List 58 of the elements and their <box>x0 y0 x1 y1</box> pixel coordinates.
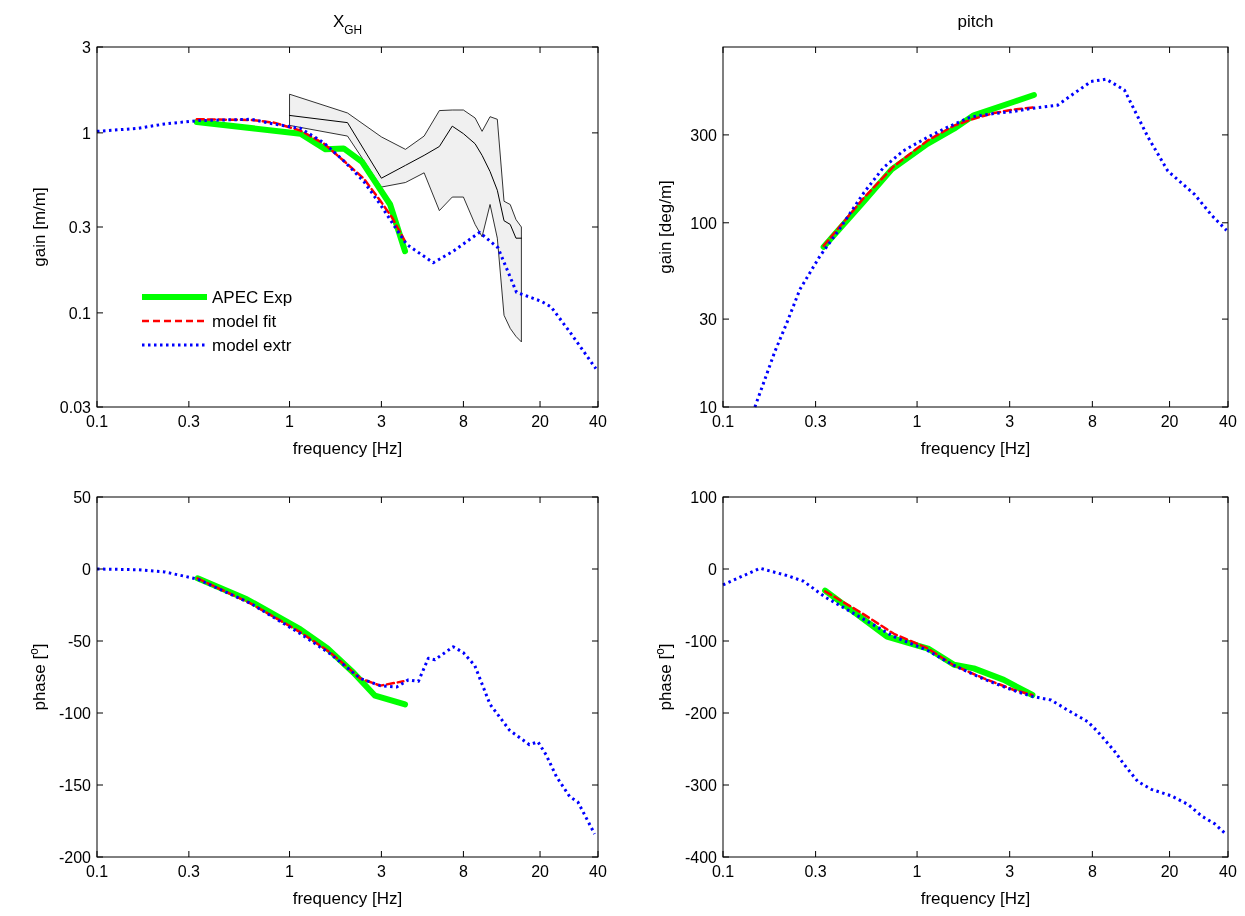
y-tick-label: -150 <box>58 777 92 794</box>
y-tick-label: 30 <box>699 311 718 329</box>
x-tick-label: 0.3 <box>177 863 201 880</box>
y-tick-label: 0 <box>708 561 718 578</box>
x-tick-label: 1 <box>912 413 922 430</box>
legend-label: model extr <box>212 336 292 355</box>
y-tick-label: -400 <box>684 849 718 866</box>
x-axis-title: frequency [Hz] <box>920 439 1031 458</box>
x-tick-label: 20 <box>531 863 550 880</box>
x-tick-label: 20 <box>1160 863 1179 880</box>
x-axis-title: frequency [Hz] <box>292 439 403 458</box>
x-tick-label: 8 <box>458 413 468 430</box>
x-tick-label: 3 <box>1005 413 1015 430</box>
y-tick-label: 100 <box>690 214 718 232</box>
x-tick-label: 20 <box>1160 413 1179 430</box>
y-tick-label: -200 <box>58 849 92 866</box>
y-tick-label: -100 <box>58 705 92 722</box>
x-axis-title: frequency [Hz] <box>920 889 1031 908</box>
x-tick-label: 8 <box>1087 863 1097 880</box>
y-tick-label: 3 <box>82 39 92 56</box>
x-tick-label: 1 <box>912 863 922 880</box>
y-axis-title: gain [m/m] <box>30 187 49 267</box>
y-tick-label: 0 <box>82 561 92 578</box>
y-tick-label: 0.03 <box>59 399 92 416</box>
legend-label: APEC Exp <box>212 288 293 307</box>
x-tick-label: 40 <box>1219 413 1237 430</box>
y-tick-label: 0.1 <box>68 304 92 322</box>
y-tick-label: -50 <box>67 633 92 650</box>
y-tick-label: -200 <box>684 705 718 722</box>
x-axis-title: frequency [Hz] <box>292 889 403 908</box>
x-tick-label: 8 <box>1087 413 1097 430</box>
legend-label: model fit <box>212 312 277 331</box>
x-tick-label: 1 <box>285 863 295 880</box>
x-tick-label: 3 <box>1005 863 1015 880</box>
y-axis-title: gain [deg/m] <box>656 180 675 274</box>
x-tick-label: 0.3 <box>177 413 201 430</box>
x-tick-label: 0.3 <box>804 863 827 880</box>
y-tick-label: 300 <box>690 126 718 144</box>
chart-title: X$_{GH}$ <box>332 12 363 37</box>
y-tick-label: 100 <box>690 489 718 506</box>
x-tick-label: 0.3 <box>804 413 827 430</box>
y-tick-label: 50 <box>73 489 92 506</box>
y-tick-label: -300 <box>684 777 718 794</box>
y-tick-label: 10 <box>699 399 718 416</box>
y-tick-label: -100 <box>684 633 718 650</box>
x-tick-label: 3 <box>376 863 386 880</box>
x-tick-label: 3 <box>376 413 386 430</box>
x-tick-label: 0.1 <box>711 863 735 880</box>
x-tick-label: 8 <box>458 863 468 880</box>
x-tick-label: 0.1 <box>711 413 735 430</box>
y-tick-label: 1 <box>82 124 92 142</box>
x-tick-label: 20 <box>531 413 550 430</box>
x-tick-label: 40 <box>589 863 607 880</box>
x-tick-label: 40 <box>589 413 607 430</box>
chart-title: pitch <box>957 12 994 31</box>
x-tick-label: 40 <box>1219 863 1237 880</box>
x-tick-label: 1 <box>285 413 295 430</box>
y-tick-label: 0.3 <box>68 219 92 236</box>
